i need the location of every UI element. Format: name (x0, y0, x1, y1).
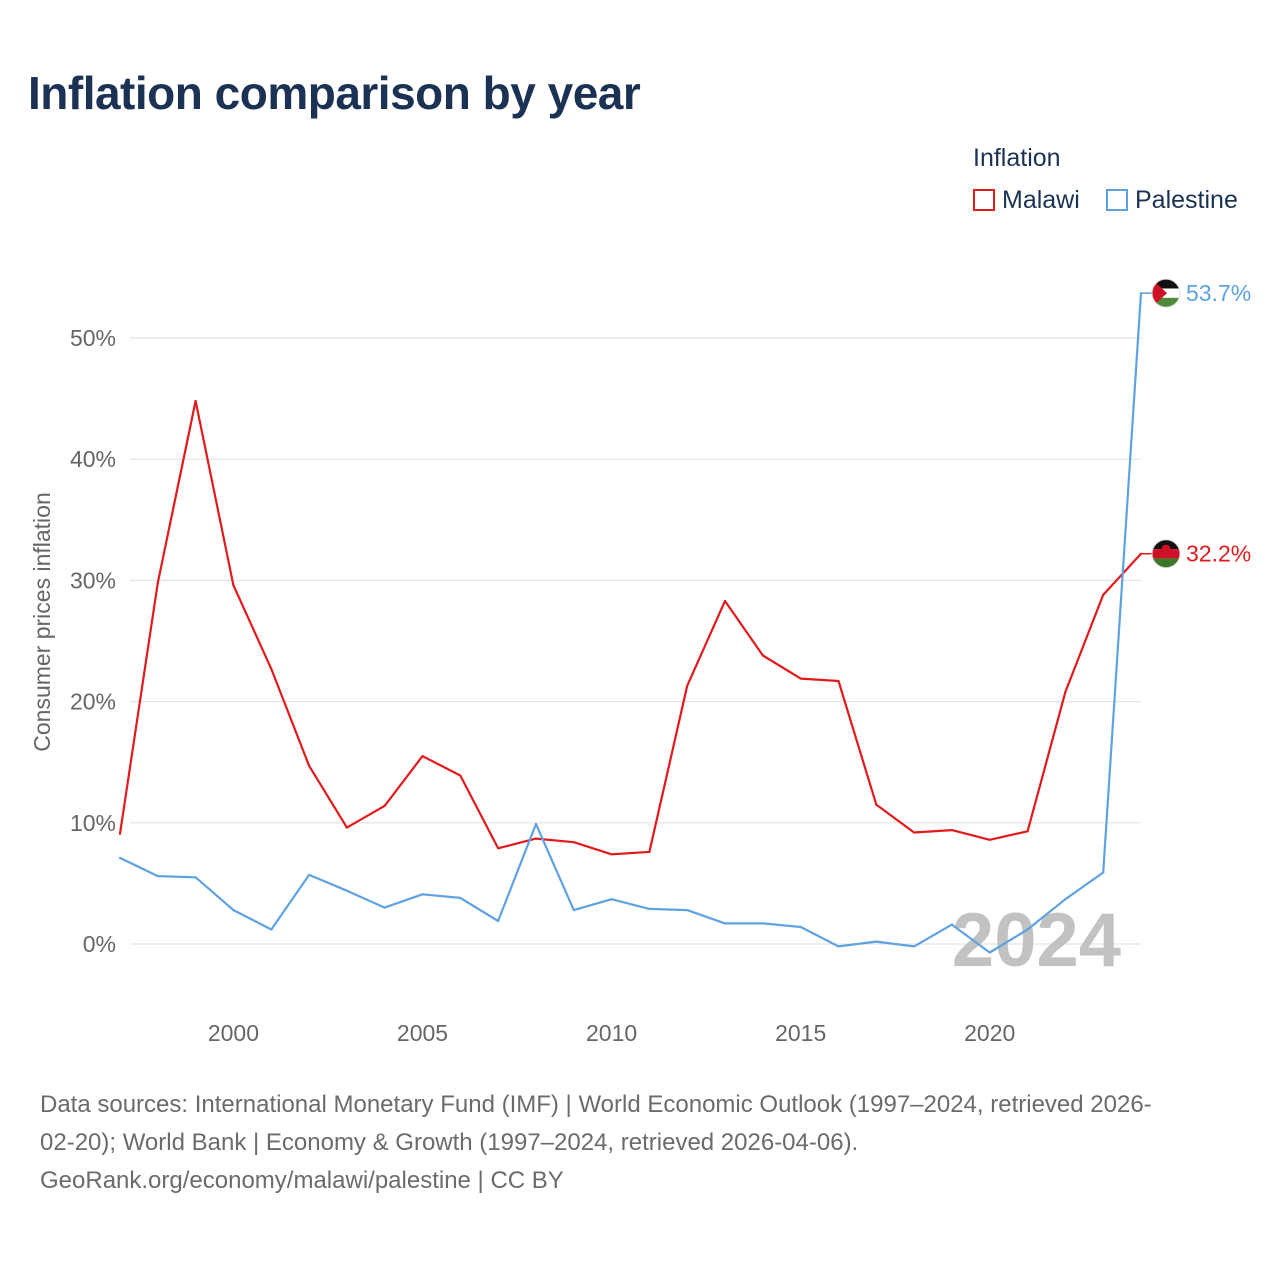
data-point-malawi-2018 (913, 831, 916, 834)
legend-swatch-malawi (973, 189, 995, 211)
x-tick-label-2005: 2005 (397, 1020, 448, 1046)
x-tick-label-2015: 2015 (775, 1020, 826, 1046)
data-point-malawi-2012 (686, 684, 689, 687)
data-point-palestine-2011 (648, 907, 651, 910)
data-point-palestine-2002 (307, 873, 311, 877)
y-tick-label-40: 40% (70, 446, 116, 472)
data-point-palestine-1999 (194, 876, 197, 879)
series-line-malawi (118, 399, 1142, 856)
data-point-malawi-2007 (497, 847, 500, 850)
chart-title: Inflation comparison by year (28, 67, 641, 119)
data-point-malawi-1997 (118, 832, 122, 835)
data-point-malawi-1998 (156, 581, 159, 584)
legend-label-malawi: Malawi (1002, 185, 1080, 214)
year-watermark: 2024 (952, 898, 1121, 983)
data-point-malawi-2005 (421, 755, 424, 758)
flag-band-black (1152, 279, 1180, 289)
malawi-flag-icon (1151, 539, 1181, 569)
data-source-note: Data sources: International Monetary Fun… (40, 1086, 1250, 1200)
data-point-palestine-2001 (270, 928, 273, 931)
data-point-malawi-2022 (1064, 690, 1067, 694)
y-tick-label-0: 0% (83, 931, 116, 957)
data-point-malawi-2020 (988, 838, 991, 841)
series-line-palestine (119, 293, 1143, 954)
data-point-palestine-2023 (1102, 871, 1105, 874)
data-point-malawi-2009 (572, 841, 575, 844)
data-point-palestine-2004 (383, 906, 386, 909)
data-point-malawi-2023 (1102, 593, 1105, 597)
legend-title: Inflation (973, 144, 1061, 172)
data-point-palestine-2009 (572, 908, 575, 912)
data-point-malawi-2013 (723, 599, 727, 603)
data-point-palestine-2010 (610, 898, 613, 901)
source-line-3[interactable]: GeoRank.org/economy/malawi/palestine | C… (40, 1167, 564, 1194)
flag-band-green (1152, 558, 1180, 568)
legend-item-malawi[interactable]: Malawi (973, 186, 1080, 214)
end-label-malawi: 32.2% (1186, 541, 1251, 567)
end-label-group-malawi: 32.2% (1141, 539, 1251, 569)
data-point-palestine-2003 (345, 889, 348, 892)
legend-label-palestine: Palestine (1135, 185, 1238, 214)
data-point-malawi-2000 (232, 584, 235, 587)
flag-band-black (1152, 539, 1180, 550)
data-point-palestine-2022 (1064, 898, 1067, 901)
x-tick-label-2000: 2000 (208, 1020, 259, 1046)
data-point-malawi-2015 (799, 677, 802, 680)
palestine-flag-icon (1151, 278, 1181, 308)
y-tick-label-50: 50% (70, 325, 116, 351)
data-point-palestine-1998 (156, 875, 159, 878)
data-point-palestine-2014 (761, 922, 764, 925)
data-point-malawi-2014 (761, 654, 764, 657)
data-point-palestine-2021 (1026, 928, 1029, 931)
data-point-palestine-2017 (875, 940, 878, 943)
x-tick-label-2020: 2020 (964, 1020, 1015, 1046)
flag-band-green (1152, 297, 1180, 308)
source-line-2: 02-20); World Bank | Economy & Growth (1… (40, 1129, 859, 1156)
source-line-1: Data sources: International Monetary Fun… (40, 1091, 1152, 1118)
y-tick-label-20: 20% (70, 689, 116, 715)
end-label-group-palestine: 53.7% (1141, 278, 1251, 308)
data-point-palestine-1997 (118, 856, 122, 860)
data-point-malawi-2003 (345, 826, 348, 829)
y-gridlines (130, 337, 1141, 945)
data-point-palestine-2000 (232, 908, 235, 912)
data-point-malawi-2004 (383, 804, 386, 807)
data-point-malawi-1999 (194, 399, 197, 403)
data-point-palestine-2008 (534, 822, 538, 826)
data-point-palestine-2013 (723, 922, 727, 925)
data-point-palestine-2020 (988, 951, 991, 954)
y-tick-label-10: 10% (70, 810, 116, 836)
data-point-malawi-2006 (459, 774, 462, 777)
data-point-malawi-2008 (534, 837, 538, 840)
data-point-malawi-2017 (875, 803, 878, 806)
end-label-palestine: 53.7% (1186, 280, 1251, 306)
legend-swatch-palestine (1106, 189, 1128, 211)
data-point-malawi-2001 (270, 667, 273, 670)
data-point-palestine-2016 (837, 945, 840, 948)
data-point-malawi-2002 (307, 764, 311, 767)
x-tick-label-2010: 2010 (586, 1020, 637, 1046)
flag-sun (1161, 544, 1171, 554)
data-point-malawi-2021 (1026, 830, 1029, 833)
y-tick-label-30: 30% (70, 567, 116, 593)
series-malawi (118, 399, 1143, 856)
y-axis-label: Consumer prices inflation (29, 492, 55, 752)
data-point-palestine-2006 (459, 896, 462, 900)
data-point-palestine-2018 (913, 945, 916, 948)
data-point-palestine-2015 (799, 925, 802, 929)
flag-band-red (1152, 549, 1180, 559)
legend-item-palestine[interactable]: Palestine (1106, 186, 1238, 214)
data-point-palestine-2005 (421, 893, 424, 896)
data-point-malawi-2016 (837, 679, 840, 683)
flag-triangle (1152, 279, 1167, 308)
data-point-palestine-2012 (686, 908, 689, 912)
data-point-palestine-2007 (497, 919, 500, 923)
series-palestine (118, 292, 1143, 954)
data-point-malawi-2010 (610, 853, 613, 856)
data-point-palestine-2019 (950, 923, 954, 926)
data-point-malawi-2011 (648, 850, 651, 853)
data-point-malawi-2019 (950, 828, 954, 832)
